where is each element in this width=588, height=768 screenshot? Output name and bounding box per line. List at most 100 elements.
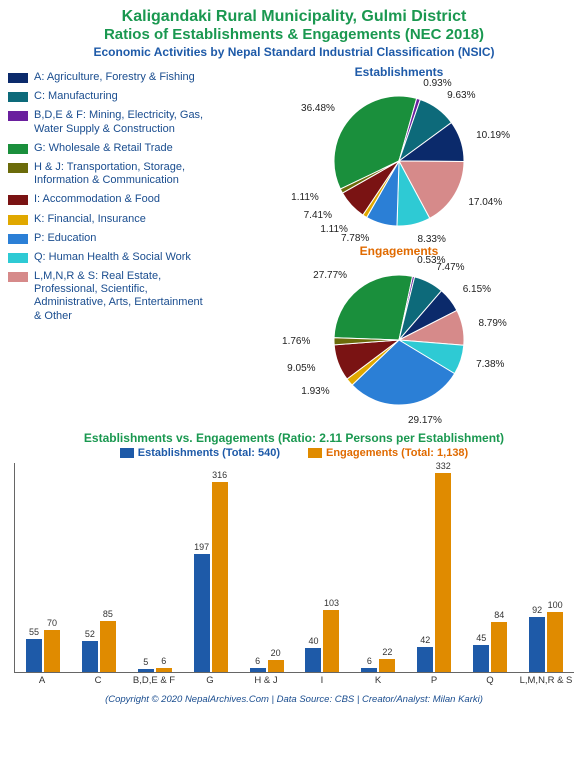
- legend-swatch: [8, 144, 28, 154]
- legend-item: A: Agriculture, Forestry & Fishing: [8, 71, 212, 84]
- bar-est: 5: [138, 669, 154, 672]
- pie1-title: Establishments: [218, 65, 580, 79]
- bar-group: 197316: [183, 482, 239, 672]
- bar-xaxis: ACB,D,E & FGH & JIKPQL,M,N,R & S: [14, 675, 574, 686]
- bar-value: 103: [324, 598, 339, 608]
- bar-est: 40: [305, 648, 321, 672]
- pie-engagements: 27.77%0.53%7.47%6.15%8.79%7.38%29.17%1.9…: [239, 258, 559, 423]
- bar-eng: 103: [323, 610, 339, 672]
- bar-value: 6: [367, 656, 372, 666]
- legend-label: C: Manufacturing: [34, 90, 118, 103]
- pie-svg: [239, 258, 559, 423]
- bar-est: 55: [26, 639, 42, 672]
- pie2-title: Engagements: [218, 244, 580, 258]
- bar-value: 6: [161, 656, 166, 666]
- bar-est: 92: [529, 617, 545, 672]
- legend-column: A: Agriculture, Forestry & Fishing C: Man…: [8, 65, 218, 423]
- legend-item: G: Wholesale & Retail Trade: [8, 142, 212, 155]
- legend-item: B,D,E & F: Mining, Electricity, Gas, Wat…: [8, 109, 212, 135]
- bar-legend-eng-label: Engagements (Total: 1,138): [326, 447, 468, 459]
- bar-xlabel: H & J: [238, 675, 294, 686]
- legend-item: I: Accommodation & Food: [8, 193, 212, 206]
- bar-legend-est-swatch: [120, 448, 134, 458]
- bar-est: 6: [250, 668, 266, 672]
- legend-item: L,M,N,R & S: Real Estate, Professional, …: [8, 270, 212, 323]
- bar-eng: 20: [268, 660, 284, 672]
- legend-item: K: Financial, Insurance: [8, 213, 212, 226]
- bar-value: 55: [29, 627, 39, 637]
- legend-label: B,D,E & F: Mining, Electricity, Gas, Wat…: [34, 109, 212, 135]
- bar-eng: 84: [491, 622, 507, 672]
- legend-swatch: [8, 73, 28, 83]
- legend-swatch: [8, 111, 28, 121]
- legend-swatch: [8, 215, 28, 225]
- bar-eng: 85: [100, 621, 116, 672]
- legend-item: Q: Human Health & Social Work: [8, 251, 212, 264]
- footer-credit: (Copyright © 2020 NepalArchives.Com | Da…: [8, 694, 580, 705]
- bar-xlabel: C: [70, 675, 126, 686]
- pie-column: Establishments 36.48%0.93%9.63%10.19%17.…: [218, 65, 580, 423]
- legend-item: P: Education: [8, 232, 212, 245]
- bar-group: 42332: [406, 473, 462, 672]
- bar-eng: 332: [435, 473, 451, 672]
- bar-legend: Establishments (Total: 540) Engagements …: [8, 447, 580, 459]
- bar-value: 70: [47, 618, 57, 628]
- bar-area: 5570528556197316620401036224233245849210…: [15, 463, 574, 672]
- bar-xlabel: I: [294, 675, 350, 686]
- bar-xlabel: G: [182, 675, 238, 686]
- legend-item: H & J: Transportation, Storage, Informat…: [8, 161, 212, 187]
- bar-xlabel: L,M,N,R & S: [518, 675, 574, 686]
- bar-xlabel: K: [350, 675, 406, 686]
- legend-label: Q: Human Health & Social Work: [34, 251, 191, 264]
- bar-value: 52: [85, 629, 95, 639]
- title-line1: Kaligandaki Rural Municipality, Gulmi Di…: [8, 8, 580, 26]
- bar-value: 22: [382, 647, 392, 657]
- bar-group: 40103: [295, 610, 351, 672]
- bar-value: 40: [308, 636, 318, 646]
- legend-swatch: [8, 272, 28, 282]
- legend-label: K: Financial, Insurance: [34, 213, 146, 226]
- legend-swatch: [8, 234, 28, 244]
- bar-value: 332: [436, 461, 451, 471]
- legend-item: C: Manufacturing: [8, 90, 212, 103]
- legend-swatch: [8, 163, 28, 173]
- bar-eng: 316: [212, 482, 228, 672]
- bar-est: 42: [417, 647, 433, 672]
- bar-legend-eng: Engagements (Total: 1,138): [308, 447, 468, 459]
- bar-group: 5570: [15, 630, 71, 672]
- bar-est: 6: [361, 668, 377, 672]
- bar-est: 197: [194, 554, 210, 672]
- bar-value: 45: [476, 633, 486, 643]
- bar-eng: 22: [379, 659, 395, 672]
- bar-value: 42: [420, 635, 430, 645]
- subtitle: Economic Activities by Nepal Standard In…: [8, 45, 580, 59]
- bar-eng: 100: [547, 612, 563, 672]
- bar-group: 5285: [71, 621, 127, 672]
- bar-value: 85: [103, 609, 113, 619]
- legend-swatch: [8, 92, 28, 102]
- bar-est: 45: [473, 645, 489, 672]
- bar-est: 52: [82, 641, 98, 672]
- bar-legend-eng-swatch: [308, 448, 322, 458]
- bar-group: 92100: [518, 612, 574, 672]
- bar-legend-est-label: Establishments (Total: 540): [138, 447, 280, 459]
- bar-eng: 70: [44, 630, 60, 672]
- bar-group: 620: [239, 660, 295, 672]
- bar-value: 197: [194, 542, 209, 552]
- legend-label: A: Agriculture, Forestry & Fishing: [34, 71, 195, 84]
- bar-group: 622: [350, 659, 406, 672]
- bar-eng: 6: [156, 668, 172, 672]
- bar-xlabel: P: [406, 675, 462, 686]
- bar-value: 84: [494, 610, 504, 620]
- bar-value: 6: [255, 656, 260, 666]
- bar-group: 56: [127, 668, 183, 672]
- bar-value: 92: [532, 605, 542, 615]
- legend-label: H & J: Transportation, Storage, Informat…: [34, 161, 212, 187]
- legend-label: G: Wholesale & Retail Trade: [34, 142, 173, 155]
- legend-label: P: Education: [34, 232, 96, 245]
- bar-chart: 5570528556197316620401036224233245849210…: [14, 463, 574, 673]
- bar-xlabel: A: [14, 675, 70, 686]
- bar-value: 316: [212, 470, 227, 480]
- upper-section: A: Agriculture, Forestry & Fishing C: Man…: [8, 65, 580, 423]
- bar-value: 5: [143, 657, 148, 667]
